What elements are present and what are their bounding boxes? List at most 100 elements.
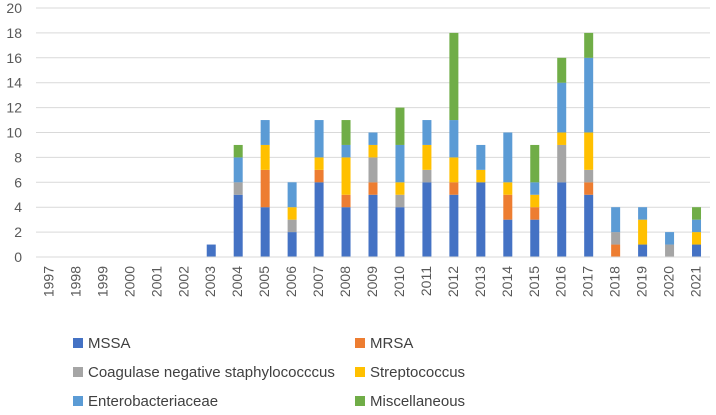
bar-2018-enterobacteriaceae <box>611 207 621 233</box>
y-tick-label-6: 6 <box>14 174 22 190</box>
y-tick-label-2: 2 <box>14 224 22 240</box>
x-tick-label-2014: 2014 <box>499 266 515 297</box>
bar-2012-mssa <box>449 194 459 257</box>
bar-2016-enterobacteriaceae <box>557 82 567 133</box>
bar-2019-enterobacteriaceae <box>638 207 648 220</box>
legend-label-streptococcus: Streptococcus <box>370 364 465 381</box>
bar-2011-streptococcus <box>422 144 432 170</box>
bar-2010-mssa <box>395 207 405 257</box>
x-tick-label-2016: 2016 <box>553 266 569 297</box>
bar-2010-coagulase-negative-staphylococccus <box>395 194 405 208</box>
bar-2005-mrsa <box>260 169 270 208</box>
x-tick-label-2021: 2021 <box>688 266 704 297</box>
bar-2019-streptococcus <box>638 219 648 245</box>
bar-2015-mrsa <box>530 207 540 220</box>
bar-2018-mrsa <box>611 244 621 257</box>
bar-2015-streptococcus <box>530 194 540 208</box>
x-tick-label-2012: 2012 <box>445 266 461 297</box>
y-tick-label-0: 0 <box>14 249 22 265</box>
bar-2012-streptococcus <box>449 157 459 183</box>
legend-label-miscellaneous: Miscellaneous <box>370 393 465 410</box>
x-tick-label-2010: 2010 <box>391 266 407 297</box>
bar-2010-miscellaneous <box>395 107 405 145</box>
bar-2014-mssa <box>503 219 513 257</box>
bar-2007-streptococcus <box>314 157 324 170</box>
legend-swatch-coagulase-negative-staphylococccus <box>73 367 83 377</box>
bar-2004-mssa <box>233 194 243 257</box>
y-tick-label-16: 16 <box>6 50 22 66</box>
legend-label-mrsa: MRSA <box>370 335 413 352</box>
x-tick-label-2018: 2018 <box>607 266 623 297</box>
bar-2016-streptococcus <box>557 132 567 145</box>
bar-2017-miscellaneous <box>584 32 594 58</box>
bar-2005-streptococcus <box>260 144 270 170</box>
bar-2011-mssa <box>422 182 432 257</box>
bar-2014-enterobacteriaceae <box>503 132 513 183</box>
bar-2013-mssa <box>476 182 486 257</box>
legend-swatch-miscellaneous <box>355 396 365 406</box>
bar-2011-coagulase-negative-staphylococccus <box>422 169 432 183</box>
x-tick-label-2003: 2003 <box>202 266 218 297</box>
bar-2009-coagulase-negative-staphylococccus <box>368 157 378 183</box>
y-tick-label-14: 14 <box>6 75 22 91</box>
legend-label-mssa: MSSA <box>88 335 131 352</box>
bar-2006-mssa <box>287 232 297 257</box>
bar-2017-mrsa <box>584 182 594 195</box>
bar-2021-miscellaneous <box>692 207 702 220</box>
bar-2007-enterobacteriaceae <box>314 120 324 158</box>
y-tick-label-8: 8 <box>14 149 22 165</box>
bar-2015-mssa <box>530 219 540 257</box>
legend-label-coagulase-negative-staphylococccus: Coagulase negative staphylococccus <box>88 364 335 381</box>
bar-2008-miscellaneous <box>341 120 351 145</box>
x-tick-label-1998: 1998 <box>67 266 83 297</box>
bar-2017-mssa <box>584 194 594 257</box>
bar-2009-mssa <box>368 194 378 257</box>
bar-2003-mssa <box>206 244 216 257</box>
x-tick-label-2009: 2009 <box>364 266 380 297</box>
bar-2019-mssa <box>638 244 648 257</box>
bar-2012-miscellaneous <box>449 32 459 121</box>
bar-2021-enterobacteriaceae <box>692 219 702 233</box>
bar-2020-enterobacteriaceae <box>665 232 675 245</box>
legend-label-enterobacteriaceae: Enterobacteriaceae <box>88 393 218 410</box>
x-tick-label-2019: 2019 <box>634 266 650 297</box>
x-tick-label-2004: 2004 <box>229 266 245 297</box>
y-axis-ticks: 0 2 4 6 8 10 12 14 16 18 20 <box>6 0 22 265</box>
bar-2005-enterobacteriaceae <box>260 120 270 145</box>
bar-2014-mrsa <box>503 194 513 220</box>
bar-2017-coagulase-negative-staphylococccus <box>584 169 594 183</box>
bar-2017-streptococcus <box>584 132 594 170</box>
bars <box>206 32 702 257</box>
y-tick-label-4: 4 <box>14 199 22 215</box>
bar-2010-enterobacteriaceae <box>395 144 405 183</box>
legend: MSSA MRSA Coagulase negative staphylococcc… <box>73 335 465 410</box>
bar-2013-enterobacteriaceae <box>476 144 486 170</box>
x-tick-label-1997: 1997 <box>40 266 56 297</box>
bar-2006-coagulase-negative-staphylococccus <box>287 219 297 233</box>
x-tick-label-1999: 1999 <box>94 266 110 297</box>
bar-2015-miscellaneous <box>530 144 540 183</box>
bar-2015-enterobacteriaceae <box>530 182 540 195</box>
bar-2013-streptococcus <box>476 169 486 183</box>
bar-2009-enterobacteriaceae <box>368 132 378 145</box>
y-tick-label-12: 12 <box>6 100 22 116</box>
x-tick-label-2008: 2008 <box>337 266 353 297</box>
x-tick-label-2006: 2006 <box>283 266 299 297</box>
bar-2008-streptococcus <box>341 157 351 195</box>
bar-2004-coagulase-negative-staphylococccus <box>233 182 243 195</box>
bar-2018-coagulase-negative-staphylococccus <box>611 232 621 245</box>
bar-2009-streptococcus <box>368 144 378 158</box>
bar-2004-enterobacteriaceae <box>233 157 243 183</box>
x-axis-ticks: 1997 1998 1999 2000 2001 2002 2003 2004 2005 2006… <box>40 266 703 297</box>
bar-2010-streptococcus <box>395 182 405 195</box>
bar-2016-mssa <box>557 182 567 257</box>
bar-2007-mrsa <box>314 169 324 183</box>
bar-2008-mssa <box>341 207 351 257</box>
bar-2021-streptococcus <box>692 232 702 245</box>
x-tick-label-2015: 2015 <box>526 266 542 297</box>
bar-2020-coagulase-negative-staphylococccus <box>665 244 675 257</box>
x-tick-label-2001: 2001 <box>148 266 164 297</box>
bar-2014-streptococcus <box>503 182 513 195</box>
x-tick-label-2011: 2011 <box>418 266 434 296</box>
bar-2021-mssa <box>692 244 702 257</box>
